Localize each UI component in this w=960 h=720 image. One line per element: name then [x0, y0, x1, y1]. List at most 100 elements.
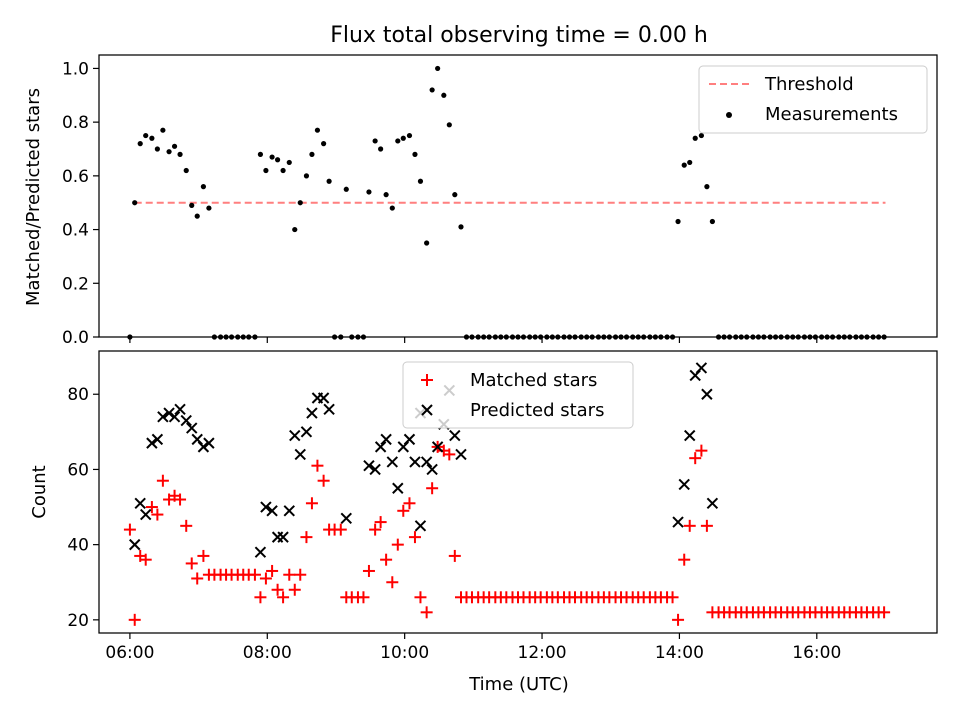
matched-stars-point [443, 448, 456, 461]
matched-stars-point [683, 519, 696, 532]
x-stroke [146, 437, 158, 449]
predicted-stars-point [455, 448, 467, 461]
measurement-point [297, 200, 303, 206]
measurement-point [681, 162, 687, 168]
x-stroke [684, 429, 696, 442]
measurement-point [435, 65, 441, 72]
x-stroke [163, 407, 175, 419]
predicted-stars-point [260, 501, 272, 513]
measurement-point [269, 154, 275, 160]
matched-stars-point [414, 591, 427, 604]
measurement-point [194, 213, 200, 219]
bottom-plot-area [123, 362, 891, 626]
x-stroke [300, 426, 313, 438]
matched-stars-point [695, 444, 708, 457]
measurement-point [441, 92, 447, 98]
x-stroke [174, 403, 186, 415]
predicted-stars-point [151, 433, 164, 446]
matched-stars-point [151, 508, 164, 521]
predicted-stars-point [289, 429, 301, 442]
legend-measurements-label: Measurements [765, 104, 898, 125]
measurement-point [417, 178, 424, 184]
x-stroke [266, 505, 278, 517]
x-stroke [129, 538, 141, 551]
matched-stars-point [305, 497, 318, 510]
predicted-stars-point [271, 531, 284, 543]
x-stroke [260, 501, 272, 513]
x-stroke [369, 463, 381, 476]
predicted-stars-point [294, 448, 306, 461]
predicted-stars-point [174, 403, 186, 415]
predicted-stars-point [283, 505, 295, 517]
measurement-point [132, 200, 138, 206]
measurement-point [378, 146, 384, 152]
x-stroke [203, 437, 215, 449]
bottom-axes: 20 40 60 80 06:00 08:00 10:00 12:00 14:00 16:00 [67, 385, 841, 663]
top-y-tick-label: 1.0 [62, 59, 89, 79]
matched-stars-point [123, 523, 136, 536]
predicted-stars-point [157, 411, 169, 423]
measurement-point [292, 226, 298, 233]
predicted-stars-point [134, 497, 146, 509]
top-y-tick-label: 0.8 [62, 113, 89, 133]
bottom-axes-frame [98, 350, 938, 634]
bottom-legend-box [402, 361, 634, 429]
matched-stars-point [391, 538, 404, 551]
bottom-y-axis-label: Count [29, 465, 50, 518]
matched-stars-point [369, 523, 382, 536]
matched-stars-point [128, 613, 141, 626]
matched-stars-point [277, 591, 290, 604]
predicted-stars-point [323, 403, 335, 415]
predicted-stars-point [254, 546, 267, 558]
measurement-point [206, 205, 212, 211]
matched-stars-point [271, 583, 284, 596]
matched-stars-point [403, 497, 416, 510]
x-stroke [420, 456, 433, 468]
measurement-point [366, 189, 372, 195]
measurement-point [160, 127, 166, 133]
x-stroke [186, 422, 198, 434]
matched-stars-point [420, 606, 433, 619]
matched-stars-point [300, 531, 313, 544]
predicted-stars-point [706, 497, 719, 509]
predicted-stars-point [277, 531, 289, 543]
matched-stars-point [334, 523, 347, 536]
bottom-x-tick-label: 12:00 [518, 643, 567, 663]
matched-stars-point [448, 549, 461, 562]
measurement-point [257, 151, 264, 157]
measurement-point [171, 143, 178, 149]
predicted-stars-point [409, 456, 421, 468]
x-stroke [191, 433, 203, 446]
bottom-legend: Matched stars Predicted stars [402, 361, 634, 429]
matched-stars-point [180, 519, 193, 532]
matched-stars-point [672, 613, 685, 626]
measurement-point [321, 141, 327, 147]
predicted-stars-point [266, 505, 278, 517]
predicted-stars-point [317, 392, 330, 404]
measurement-point [698, 132, 704, 139]
x-stroke [277, 531, 289, 543]
x-stroke [197, 441, 210, 453]
measurement-point [400, 135, 406, 141]
measurement-point [177, 151, 183, 157]
measurement-point [389, 205, 395, 211]
measurement-point [395, 138, 401, 144]
top-y-axis-label: Matched/Predicted stars [23, 88, 44, 306]
matched-stars-point [288, 583, 301, 596]
measurement-point [446, 122, 452, 128]
legend-matched-label: Matched stars [470, 370, 597, 391]
bottom-x-tick-label: 08:00 [243, 643, 292, 663]
x-stroke [455, 448, 467, 461]
x-stroke [672, 516, 684, 528]
measurement-point [704, 184, 710, 190]
x-stroke [363, 459, 375, 472]
x-stroke [392, 482, 404, 494]
x-stroke [374, 441, 387, 453]
measurement-point [183, 167, 189, 174]
legend-matched-swatch [421, 374, 433, 386]
matched-stars-point [386, 576, 399, 589]
predicted-stars-point [168, 411, 181, 423]
top-y-tick-label: 0.6 [62, 167, 89, 187]
predicted-stars-point [392, 482, 404, 494]
